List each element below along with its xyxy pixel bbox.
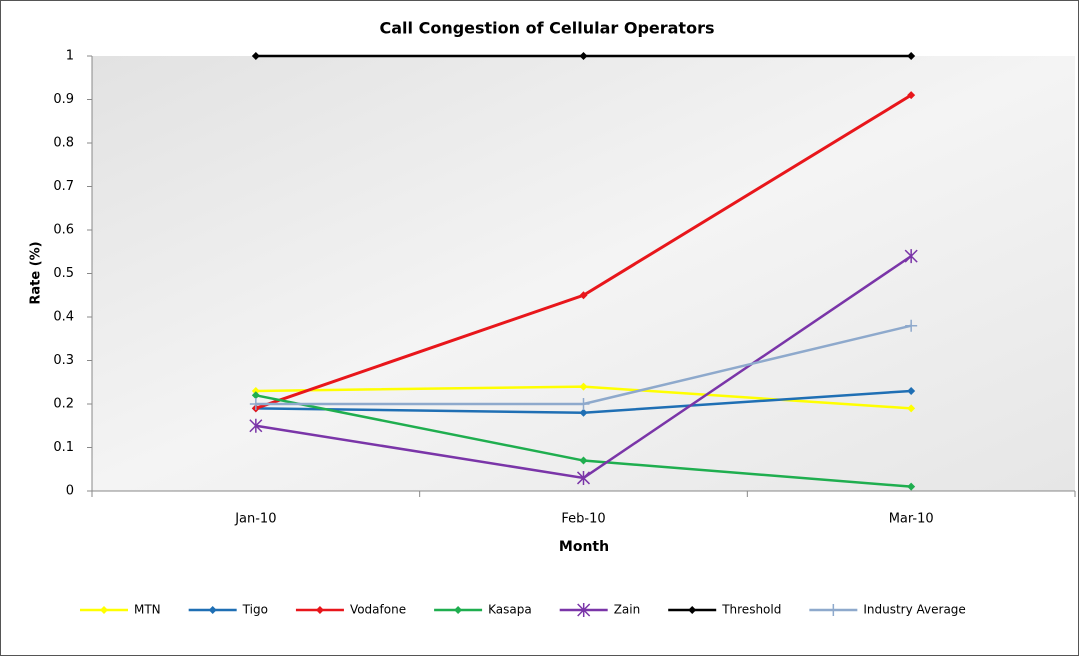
- data-point: [907, 386, 916, 395]
- data-point: [907, 52, 916, 60]
- legend-marker: [577, 603, 591, 617]
- data-point: [907, 91, 916, 100]
- data-point: [904, 249, 918, 264]
- legend-marker: [100, 606, 108, 614]
- y-tick-label: 1: [66, 49, 74, 64]
- y-tick-label: 0.6: [53, 223, 74, 238]
- legend-marker: [315, 606, 324, 614]
- data-point: [579, 456, 588, 465]
- y-tick-label: 0.2: [53, 397, 74, 412]
- x-tick-label: Jan-10: [234, 512, 276, 527]
- data-point: [249, 418, 263, 433]
- data-point: [251, 386, 260, 395]
- data-point: [579, 408, 588, 417]
- legend-label: MTN: [134, 603, 161, 617]
- y-tick-label: 0.5: [53, 266, 74, 281]
- legend-label: Vodafone: [350, 603, 406, 617]
- data-point: [251, 52, 260, 60]
- chart-title: Call Congestion of Cellular Operators: [380, 19, 715, 38]
- data-point: [579, 52, 588, 60]
- data-point: [576, 470, 591, 485]
- x-tick-label: Feb-10: [561, 512, 605, 527]
- data-point: [579, 291, 588, 300]
- y-tick-label: 0.3: [53, 353, 74, 368]
- legend-marker: [208, 606, 217, 614]
- legend-marker: [688, 606, 697, 614]
- y-tick-label: 0.7: [53, 179, 74, 194]
- y-tick-label: 0.4: [53, 310, 74, 325]
- legend-label: Tigo: [242, 603, 268, 617]
- legend-label: Kasapa: [488, 603, 532, 617]
- data-point: [577, 398, 590, 410]
- y-tick-label: 0.1: [53, 440, 74, 455]
- y-tick-label: 0.9: [53, 92, 74, 107]
- data-point: [251, 391, 260, 400]
- legend-marker: [827, 604, 840, 616]
- data-point: [905, 319, 918, 332]
- data-point: [907, 404, 916, 413]
- legend-label: Threshold: [721, 603, 781, 617]
- data-point: [249, 398, 262, 410]
- data-point: [579, 382, 588, 391]
- y-tick-label: 0.8: [53, 136, 74, 151]
- x-tick-label: Mar-10: [889, 512, 934, 527]
- data-point: [907, 482, 916, 491]
- legend-label: Industry Average: [863, 603, 965, 617]
- y-tick-label: 0: [66, 484, 74, 499]
- legend-marker: [454, 606, 463, 614]
- plot-area: [92, 56, 1075, 491]
- x-axis-title: Month: [559, 539, 609, 555]
- y-axis-title: Rate (%): [29, 241, 44, 304]
- legend-label: Zain: [614, 603, 641, 617]
